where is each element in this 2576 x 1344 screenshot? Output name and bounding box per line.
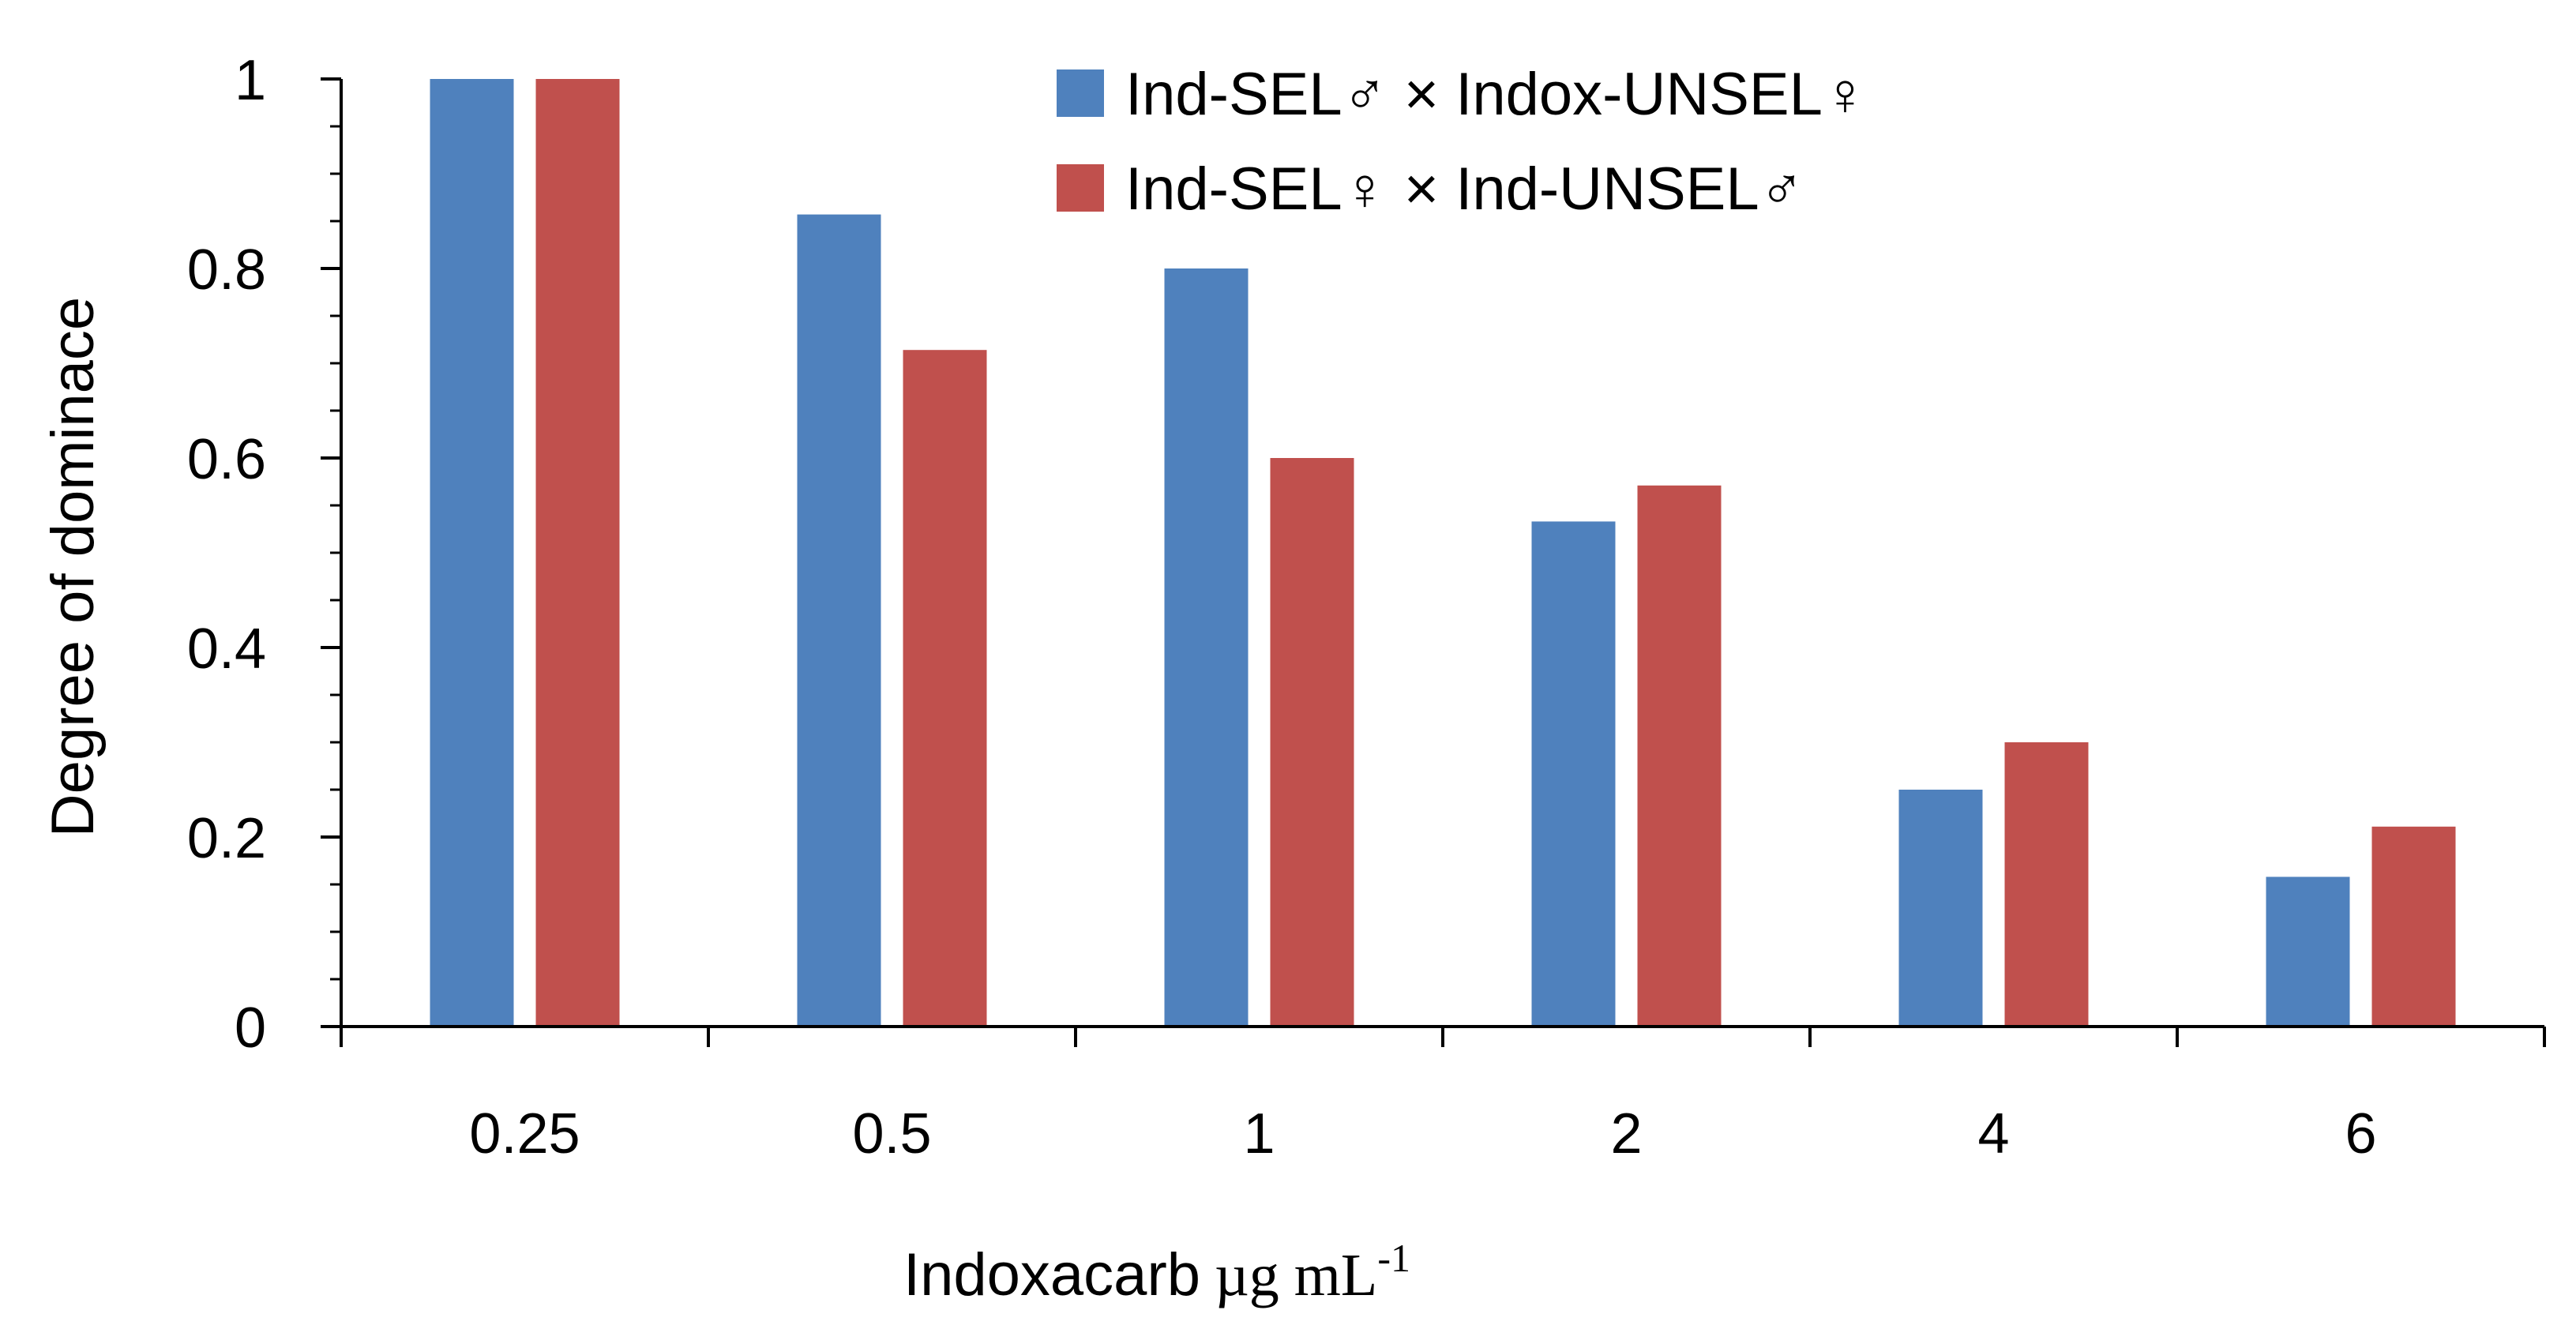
bar-series-2-4	[2004, 742, 2089, 1027]
bar-series-1-2	[1531, 521, 1616, 1027]
legend-label-series-2: Ind-SEL♀ × Ind-UNSEL♂	[1125, 156, 1804, 223]
x-tick-label: 0.25	[469, 1102, 580, 1166]
y-tick-label: 0.4	[187, 618, 266, 681]
x-axis-title-text: Indoxacarb	[903, 1241, 1200, 1308]
bar-series-2-1	[1270, 458, 1354, 1027]
x-tick-label: 0.5	[852, 1102, 931, 1166]
bar-series-2-6	[2371, 826, 2456, 1027]
x-tick-label: 2	[1610, 1102, 1642, 1166]
bar-series-1-6	[2266, 877, 2350, 1027]
bar-series-1-0.25	[430, 79, 514, 1027]
y-tick-label: 0.2	[187, 807, 266, 870]
bars	[430, 79, 2456, 1027]
bar-series-2-0.25	[535, 79, 620, 1027]
y-tick-label: 0.8	[187, 238, 266, 302]
y-tick-label: 0	[235, 997, 266, 1060]
x-axis-title: Indoxacarb µg mL-1	[903, 1236, 1410, 1308]
legend-swatch-series-2	[1057, 164, 1104, 212]
bar-series-1-4	[1898, 790, 1983, 1027]
x-axis-unit: µg mL	[1215, 1242, 1377, 1308]
y-axis-title: Degree of dominace	[39, 297, 107, 837]
legend-swatch-series-1	[1057, 69, 1104, 117]
bar-series-1-1	[1164, 268, 1249, 1027]
bar-series-2-2	[1637, 485, 1722, 1027]
bar-series-1-0.5	[797, 214, 881, 1027]
y-axis-ticks: 0 0.2 0.4 0.6 0.8 1	[187, 49, 341, 1060]
x-tick-label: 4	[1977, 1102, 2009, 1166]
legend-label-series-1: Ind-SEL♂ × Indox-UNSEL♀	[1125, 61, 1868, 128]
x-tick-label: 1	[1243, 1102, 1275, 1166]
x-axis-ticks: 0.25 0.5 1 2 4 6	[340, 1027, 2546, 1166]
y-tick-label: 0.6	[187, 428, 266, 491]
y-tick-label: 1	[235, 49, 266, 112]
x-axis-unit-exponent: -1	[1377, 1236, 1410, 1280]
bar-series-2-0.5	[903, 350, 987, 1027]
legend: Ind-SEL♂ × Indox-UNSEL♀ Ind-SEL♀ × Ind-U…	[1057, 61, 1868, 223]
x-tick-label: 6	[2345, 1102, 2376, 1166]
